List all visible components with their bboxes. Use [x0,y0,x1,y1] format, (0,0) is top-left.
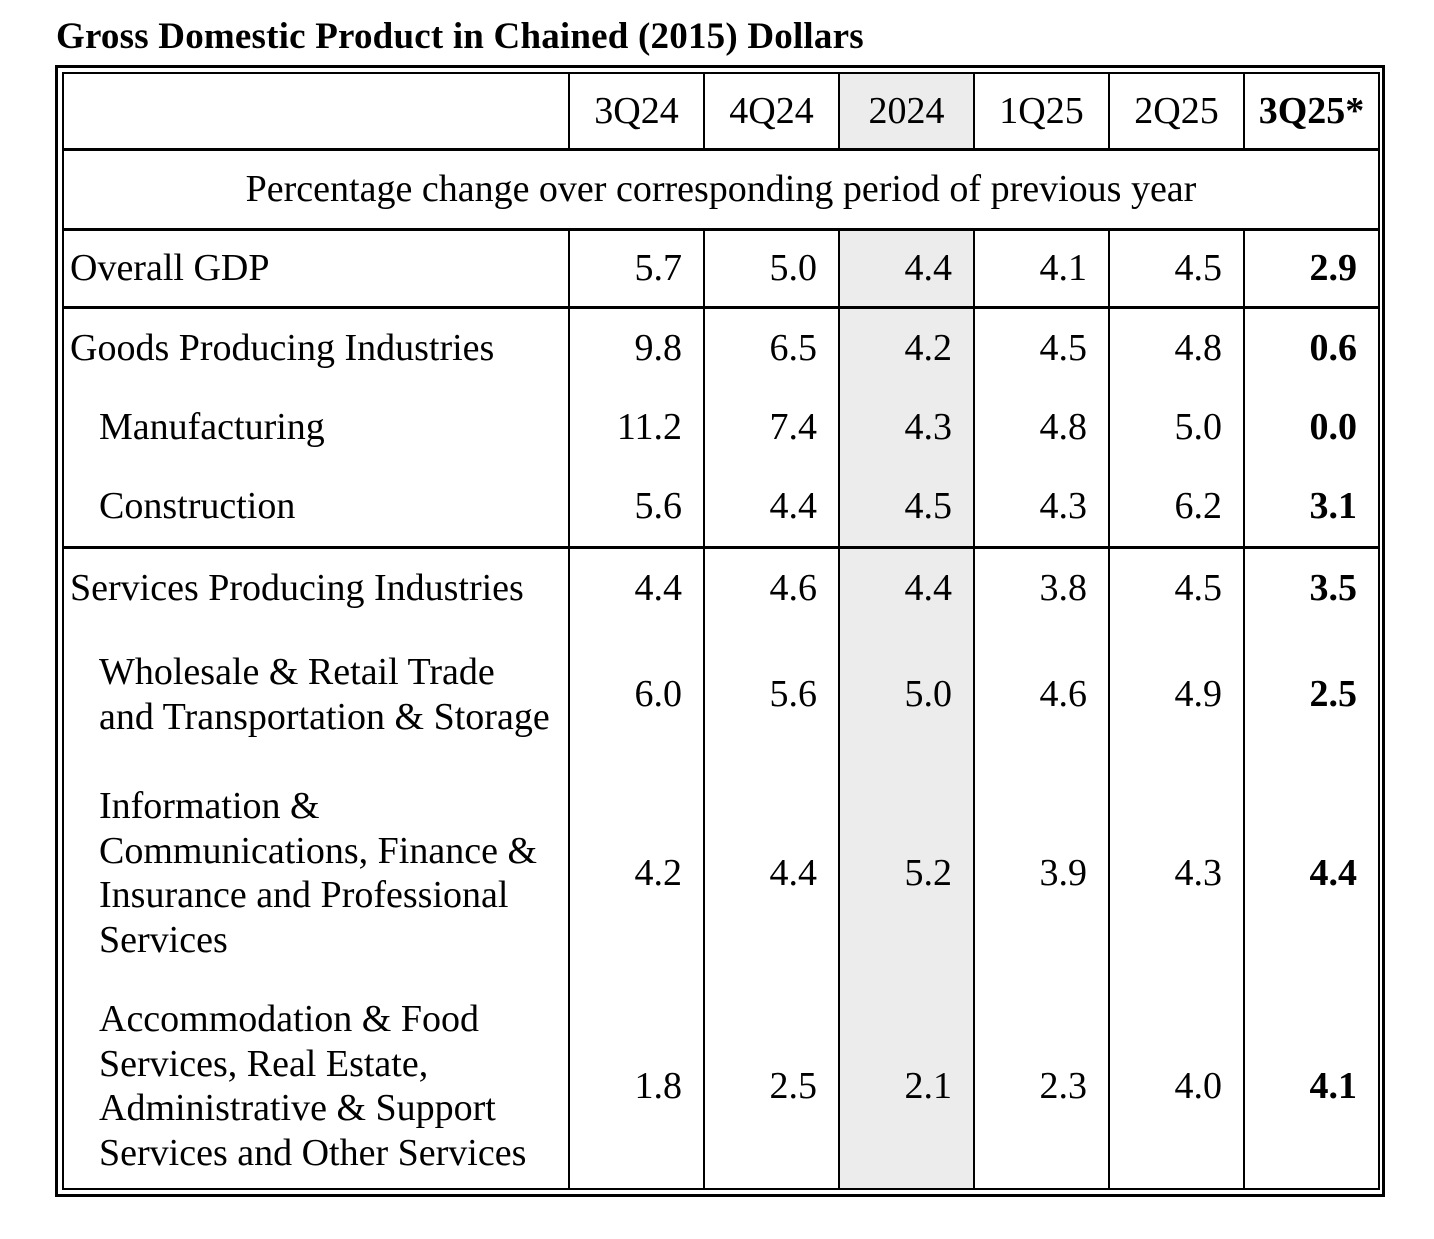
table-header: 3Q24 4Q24 2024 1Q25 2Q25 3Q25* [62,73,1380,150]
table-row: Information & Communications, Finance & … [62,762,1380,985]
table-row: Wholesale & Retail Trade and Transportat… [62,627,1380,763]
row-label: Manufacturing [62,387,570,468]
cell-value: 6.0 [568,627,705,763]
cell-value: 4.6 [973,627,1110,763]
header-3q24: 3Q24 [568,73,705,150]
cell-value: 4.6 [703,547,840,628]
cell-value: 1.8 [568,984,705,1190]
table-subheader-section: Percentage change over corresponding per… [63,149,1379,230]
cell-value: 4.9 [1108,627,1245,763]
cell-value: 4.8 [973,387,1110,468]
header-2024: 2024 [838,73,975,150]
cell-value: 4.4 [1243,762,1380,985]
cell-value: 4.5 [838,467,975,548]
row-label: Accommodation & Food Services, Real Esta… [62,984,570,1190]
cell-value: 2.1 [838,984,975,1190]
cell-value: 0.0 [1243,387,1380,468]
table-row: Overall GDP 5.7 5.0 4.4 4.1 4.5 2.9 [62,229,1380,308]
cell-value: 4.1 [1243,984,1380,1190]
header-2q25: 2Q25 [1108,73,1245,150]
row-label: Wholesale & Retail Trade and Transportat… [62,627,570,763]
cell-value: 4.4 [703,467,840,548]
cell-value: 4.2 [838,307,975,388]
header-row: 3Q24 4Q24 2024 1Q25 2Q25 3Q25* [62,73,1380,150]
cell-value: 5.0 [1108,387,1245,468]
cell-value: 5.7 [568,229,705,308]
header-3q25: 3Q25* [1243,73,1380,150]
table-row: Goods Producing Industries 9.8 6.5 4.2 4… [62,307,1380,388]
table-row: Construction 5.6 4.4 4.5 4.3 6.2 3.1 [62,467,1380,548]
cell-value: 4.0 [1108,984,1245,1190]
cell-value: 3.5 [1243,547,1380,628]
cell-value: 2.3 [973,984,1110,1190]
section-overall-gdp: Overall GDP 5.7 5.0 4.4 4.1 4.5 2.9 [62,229,1380,308]
table-row: Manufacturing 11.2 7.4 4.3 4.8 5.0 0.0 [62,387,1380,468]
header-empty-cell [62,73,570,150]
subheader-text: Percentage change over corresponding per… [245,167,1197,210]
row-label: Goods Producing Industries [62,307,570,388]
gdp-table: 3Q24 4Q24 2024 1Q25 2Q25 3Q25* Percentag… [62,72,1380,1191]
header-1q25: 1Q25 [973,73,1110,150]
cell-value: 6.5 [703,307,840,388]
page-title: Gross Domestic Product in Chained (2015)… [56,16,864,57]
row-label: Overall GDP [62,229,570,308]
cell-value: 4.8 [1108,307,1245,388]
cell-value: 4.4 [838,547,975,628]
cell-value: 0.6 [1243,307,1380,388]
cell-value: 2.5 [703,984,840,1190]
cell-value: 5.0 [703,229,840,308]
row-label: Information & Communications, Finance & … [62,762,570,985]
cell-value: 4.3 [973,467,1110,548]
cell-value: 2.5 [1243,627,1380,763]
cell-value: 4.1 [973,229,1110,308]
row-label: Services Producing Industries [62,547,570,628]
cell-value: 3.9 [973,762,1110,985]
gdp-table-outer-border: 3Q24 4Q24 2024 1Q25 2Q25 3Q25* Percentag… [55,65,1385,1198]
table-row: Accommodation & Food Services, Real Esta… [62,984,1380,1190]
cell-value: 7.4 [703,387,840,468]
cell-value: 5.2 [838,762,975,985]
cell-value: 4.3 [838,387,975,468]
cell-value: 5.6 [568,467,705,548]
cell-value: 4.5 [1108,547,1245,628]
cell-value: 4.5 [973,307,1110,388]
header-4q24: 4Q24 [703,73,840,150]
cell-value: 4.5 [1108,229,1245,308]
cell-value: 4.3 [1108,762,1245,985]
section-goods-producing: Goods Producing Industries 9.8 6.5 4.2 4… [62,307,1380,548]
cell-value: 2.9 [1243,229,1380,308]
cell-value: 5.0 [838,627,975,763]
cell-value: 11.2 [568,387,705,468]
cell-value: 4.2 [568,762,705,985]
row-label: Construction [62,467,570,548]
cell-value: 3.8 [973,547,1110,628]
table-row: Services Producing Industries 4.4 4.6 4.… [62,547,1380,628]
cell-value: 5.6 [703,627,840,763]
cell-value: 4.4 [703,762,840,985]
cell-value: 6.2 [1108,467,1245,548]
subheader-row: Percentage change over corresponding per… [63,149,1379,229]
cell-value: 4.4 [568,547,705,628]
cell-value: 4.4 [838,229,975,308]
cell-value: 9.8 [568,307,705,388]
section-services-producing: Services Producing Industries 4.4 4.6 4.… [62,547,1380,1190]
cell-value: 3.1 [1243,467,1380,548]
